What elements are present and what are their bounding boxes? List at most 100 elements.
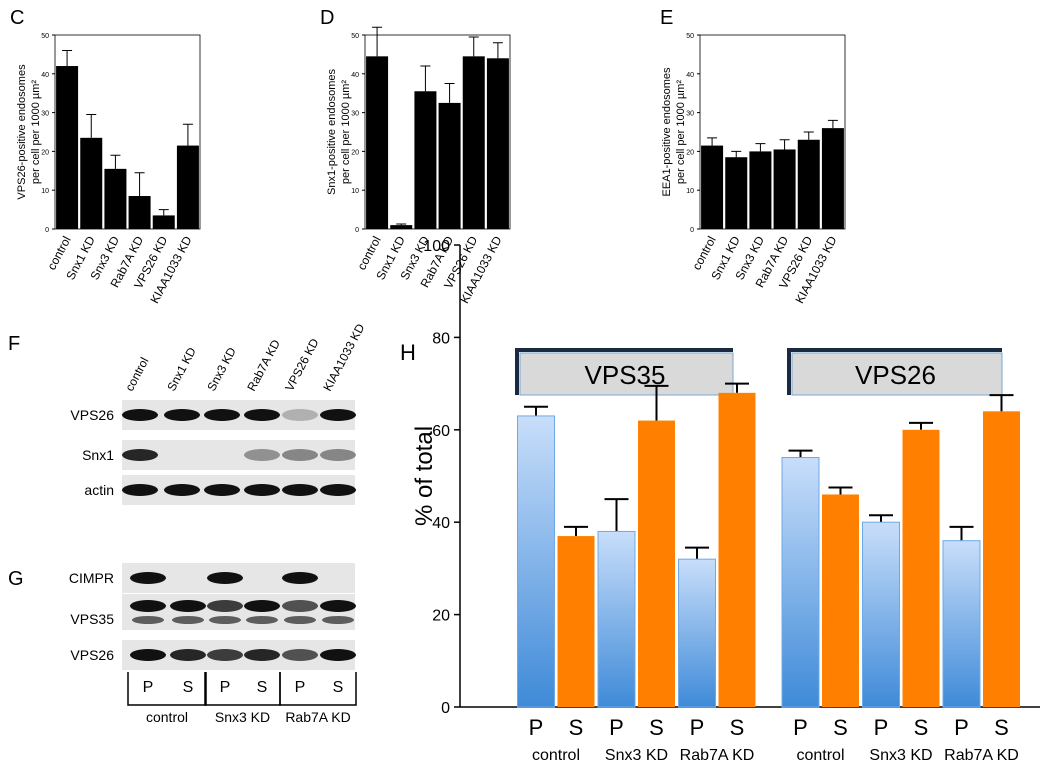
series-label: S: [914, 715, 929, 740]
y-tick-label: 20: [432, 608, 450, 625]
y-axis-label: per cell per 1000 µm²: [340, 80, 352, 184]
error-bar: [725, 382, 749, 393]
series-label: P: [529, 715, 544, 740]
bar: [822, 494, 859, 707]
bar: [80, 137, 103, 229]
bar: [797, 139, 820, 229]
panel-letter: D: [320, 7, 334, 29]
bar: [462, 56, 485, 230]
y-tick-label: 20: [351, 149, 359, 156]
lane-label: P: [143, 679, 154, 696]
y-axis-label: per cell per 1000 µm²: [30, 80, 42, 184]
group-box: [791, 352, 1003, 396]
y-tick-label: 100: [423, 238, 450, 255]
series-label: P: [954, 715, 969, 740]
blot-strip: [122, 440, 355, 470]
blot-band: [284, 616, 316, 624]
blot-band: [207, 600, 243, 612]
bar: [152, 215, 175, 229]
y-axis-label: Snx1-positive endosomes: [326, 69, 338, 195]
y-tick-label: 0: [441, 700, 450, 717]
lane-label: S: [257, 679, 268, 696]
blot-band: [244, 649, 280, 661]
bar: [176, 145, 199, 229]
bar: [749, 151, 772, 229]
error-bar: [110, 154, 121, 169]
blot-band: [130, 649, 166, 661]
blot-band: [130, 572, 166, 584]
error-bar: [564, 525, 588, 537]
row-label: actin: [84, 482, 114, 498]
blot-band: [322, 616, 354, 624]
lane-label: S: [333, 679, 344, 696]
bar: [942, 540, 981, 708]
error-bar: [468, 36, 479, 57]
lane-label: KIAA1033 KD: [320, 321, 367, 393]
group-label: Snx3 KD: [215, 709, 270, 725]
y-tick-label: 50: [41, 33, 49, 40]
y-tick-label: 60: [432, 423, 450, 440]
group-box-shadow: [787, 348, 1002, 395]
blot-band: [164, 409, 200, 421]
bar: [517, 415, 555, 708]
error-bar: [644, 384, 669, 421]
group-bracket: [204, 672, 281, 706]
row-label: Snx1: [82, 447, 114, 463]
bar: [678, 558, 716, 708]
blot-band: [320, 484, 356, 496]
bar: [902, 429, 940, 707]
bar: [638, 420, 675, 707]
blot-band: [204, 409, 240, 421]
x-tick-label: control: [532, 747, 580, 764]
blot-band: [122, 449, 158, 461]
lane-label: Snx3 KD: [204, 345, 239, 394]
group-bracket: [127, 672, 207, 706]
blot-band: [282, 572, 318, 584]
panel-letter: F: [8, 333, 20, 355]
blot-band: [209, 616, 241, 624]
series-label: P: [793, 715, 808, 740]
blot-band: [282, 409, 318, 421]
lane-label: P: [220, 679, 231, 696]
group-label: control: [146, 709, 188, 725]
y-tick-label: 30: [686, 111, 694, 118]
error-bar: [869, 514, 893, 523]
row-label: VPS26: [70, 407, 114, 423]
plot-frame: [54, 34, 201, 230]
bar: [366, 56, 389, 230]
x-tick-label: Rab7A KD: [680, 747, 755, 764]
y-tick-label: 80: [432, 330, 450, 347]
y-tick-label: 0: [45, 227, 49, 234]
y-tick-label: 10: [351, 188, 359, 195]
blot-band: [130, 600, 166, 612]
error-bar: [827, 119, 838, 129]
y-axis-label: VPS26-positive endosomes: [16, 64, 28, 200]
error-bar: [396, 223, 407, 226]
group-label: VPS26: [855, 360, 936, 390]
y-tick-label: 0: [355, 227, 359, 234]
blot-band: [170, 649, 206, 661]
error-bar: [755, 143, 766, 152]
series-label: P: [874, 715, 889, 740]
bar: [773, 149, 796, 229]
error-bar: [779, 139, 790, 150]
bar: [725, 157, 748, 229]
panel-letter: G: [8, 568, 24, 590]
bar: [486, 58, 509, 229]
error-bar: [788, 449, 813, 458]
bar: [438, 102, 461, 229]
y-tick-label: 0: [690, 227, 694, 234]
y-tick-label: 50: [351, 33, 359, 40]
series-label: P: [609, 715, 624, 740]
lane-label: P: [295, 679, 306, 696]
error-bar: [685, 546, 709, 560]
blot-band: [207, 649, 243, 661]
blot-band: [207, 572, 243, 584]
y-tick-label: 40: [41, 72, 49, 79]
bar: [56, 66, 79, 229]
series-label: S: [730, 715, 745, 740]
plot-frame: [699, 34, 846, 230]
blot-band: [246, 616, 278, 624]
blot-band: [244, 484, 280, 496]
